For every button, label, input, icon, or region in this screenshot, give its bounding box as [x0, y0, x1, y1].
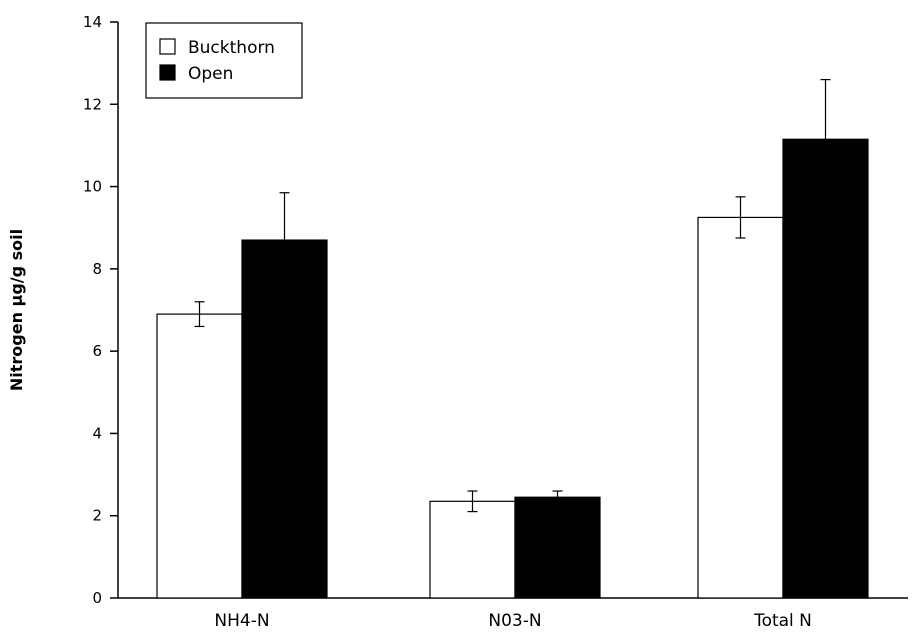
bar-open: [514, 496, 601, 599]
bars: [156, 138, 869, 599]
error-bar-open: [820, 78, 831, 200]
error-bars: [194, 78, 831, 513]
y-tick-label: 12: [83, 95, 102, 113]
y-tick-label: 14: [83, 13, 102, 31]
x-tick-labels: NH4-N N03-N Total N: [214, 611, 812, 631]
y-ticks: 0 2 4 6 8 10 12 14: [83, 13, 118, 607]
bar-buckthorn: [156, 313, 243, 599]
bar-buckthorn: [697, 216, 784, 599]
legend-swatch-buckthorn: [159, 38, 176, 55]
legend: Buckthorn Open: [145, 22, 303, 99]
legend-label-open: Open: [188, 64, 233, 84]
y-axis: 0 2 4 6 8 10 12 14: [83, 13, 119, 607]
legend-swatch-open: [159, 64, 176, 81]
bar-open: [782, 138, 869, 599]
error-bar-buckthorn: [194, 301, 205, 328]
y-tick-label: 8: [92, 260, 102, 278]
y-tick-label: 6: [92, 342, 102, 360]
y-tick-label: 10: [83, 178, 102, 196]
error-bar-open: [552, 490, 563, 504]
bar-buckthorn: [429, 500, 516, 599]
y-tick-label: 0: [92, 589, 102, 607]
error-bar-buckthorn: [467, 490, 478, 513]
legend-frame: [145, 22, 303, 99]
error-bar-buckthorn: [735, 196, 746, 239]
legend-label-buckthorn: Buckthorn: [188, 38, 275, 58]
y-tick-label: 2: [92, 507, 102, 525]
bar-open: [241, 239, 328, 599]
x-axis: NH4-N N03-N Total N: [118, 597, 908, 631]
y-tick-label: 4: [92, 424, 102, 442]
x-tick-label: NH4-N: [214, 611, 269, 631]
y-axis-label: Nitrogen µg/g soil: [7, 229, 26, 391]
x-tick-label: N03-N: [488, 611, 541, 631]
x-tick-label: Total N: [753, 611, 812, 631]
error-bar-open: [279, 192, 290, 288]
